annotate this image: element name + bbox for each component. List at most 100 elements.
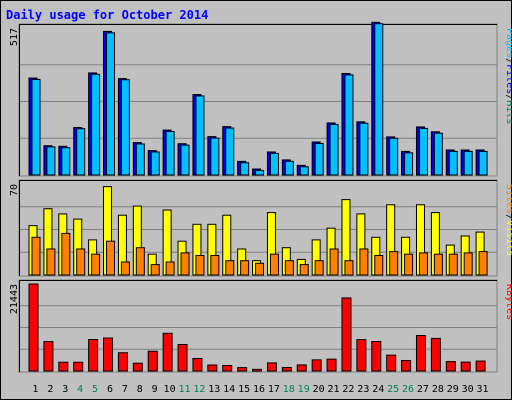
bar-pages (76, 128, 86, 176)
bar-sites (389, 251, 399, 276)
bar-kbytes (401, 359, 412, 372)
bar-pages (433, 132, 443, 176)
bar-pages (314, 142, 324, 176)
legend-separator: / (504, 58, 512, 64)
bar-kbytes (43, 341, 54, 372)
bar-pages (195, 95, 205, 176)
x-tick-label: 28 (432, 384, 444, 395)
bar-pages (389, 137, 399, 176)
bar-pages (299, 166, 309, 176)
bar-sites (269, 253, 279, 276)
bar-pages (269, 152, 279, 176)
bar-sites (61, 232, 71, 276)
bar-sites (225, 260, 235, 276)
x-tick-label: 21 (327, 384, 339, 395)
chart-panels: 517Pages/Files/Hits70Sites/Visits21443KB… (9, 21, 512, 373)
bar-sites (374, 255, 384, 276)
legend-entry-sites: Sites (504, 184, 512, 214)
x-tick-label: 26 (402, 384, 414, 395)
bar-kbytes (296, 364, 307, 372)
bar-pages (46, 146, 56, 176)
bar-kbytes (386, 354, 397, 372)
bar-kbytes (207, 364, 218, 372)
bar-sites (463, 252, 473, 276)
x-tick-label: 9 (152, 384, 158, 395)
x-tick-label: 30 (462, 384, 474, 395)
bar-kbytes (28, 283, 39, 372)
x-tick-label: 11 (178, 384, 190, 395)
bar-kbytes (222, 364, 233, 372)
bar-kbytes (147, 350, 158, 372)
bar-kbytes (177, 344, 188, 372)
x-tick-label: 5 (92, 384, 98, 395)
bar-pages (359, 122, 369, 176)
bar-sites (76, 248, 86, 276)
bar-sites (180, 252, 190, 276)
x-tick-label: 19 (298, 384, 310, 395)
bar-pages (463, 150, 473, 176)
bar-kbytes (117, 352, 128, 372)
bar-sites (404, 253, 414, 276)
bar-pages (135, 143, 145, 176)
x-tick-label: 14 (223, 384, 235, 395)
bar-kbytes (341, 297, 352, 372)
x-tick-label: 7 (122, 384, 128, 395)
x-tick-label: 15 (238, 384, 250, 395)
bar-pages (344, 74, 354, 176)
bar-kbytes (371, 341, 382, 372)
bar-sites (329, 248, 339, 276)
bar-kbytes (430, 337, 441, 372)
bar-pages (120, 79, 130, 176)
panel-volume: 21443 KBytes (9, 279, 512, 373)
legend-separator: / (504, 214, 512, 220)
panel-visitors: 70 Sites/Visits (9, 179, 512, 277)
bar-kbytes (88, 339, 99, 372)
bar-pages (210, 137, 220, 176)
bar-sites (478, 251, 488, 276)
bar-pages (329, 123, 339, 176)
bar-pages (180, 144, 190, 176)
bar-pages (106, 32, 116, 176)
x-tick-label: 31 (477, 384, 489, 395)
legend-entry-kbytes: KBytes (504, 284, 512, 320)
bar-kbytes (415, 335, 426, 372)
bar-kbytes (73, 361, 84, 372)
bar-sites (106, 240, 116, 276)
bar-kbytes (237, 367, 248, 372)
bar-pages (165, 130, 175, 176)
bar-pages (448, 150, 458, 176)
x-tick-label: 6 (107, 384, 113, 395)
panel-legend: KBytes (504, 284, 512, 320)
x-tick-label: 20 (313, 384, 325, 395)
x-tick-label: 27 (417, 384, 429, 395)
bar-sites (195, 255, 205, 276)
y-axis-max-label: 21443 (9, 284, 20, 314)
y-axis-max-label: 70 (9, 184, 20, 196)
bar-kbytes (266, 362, 277, 372)
bar-sites (418, 252, 428, 276)
legend-entry-hits: Hits (504, 100, 512, 124)
y-axis-max-label: 517 (9, 28, 20, 46)
bar-kbytes (475, 360, 486, 372)
bar-kbytes (445, 361, 456, 372)
x-tick-label: 23 (357, 384, 369, 395)
bar-kbytes (460, 361, 471, 372)
bar-pages (255, 169, 265, 176)
x-tick-label: 1 (32, 384, 38, 395)
legend-entry-pages: Pages (504, 28, 512, 58)
bar-pages (404, 152, 414, 176)
bar-sites (299, 264, 309, 276)
x-tick-label: 22 (342, 384, 354, 395)
bar-pages (284, 160, 294, 176)
bar-kbytes (356, 339, 367, 372)
bar-sites (314, 260, 324, 276)
bar-sites (135, 247, 145, 276)
bar-sites (284, 260, 294, 276)
x-tick-label: 29 (447, 384, 459, 395)
bar-pages (478, 150, 488, 176)
legend-entry-files: Files (504, 64, 512, 94)
bar-kbytes (252, 368, 263, 372)
x-tick-label: 2 (47, 384, 53, 395)
bar-kbytes (103, 337, 114, 372)
